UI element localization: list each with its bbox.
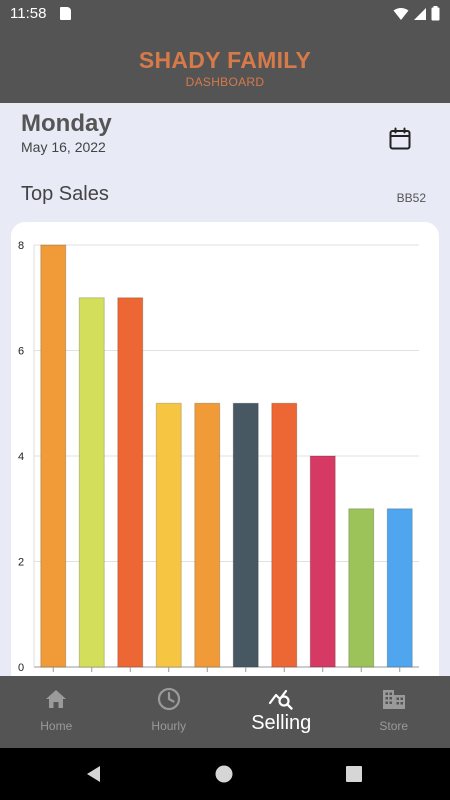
bottom-nav: Home Hourly Selling [0, 676, 450, 748]
section-title: Top Sales [21, 183, 109, 205]
top-sales-chart-card: 0 2 4 6 8 [11, 222, 439, 692]
y-tick-label: 0 [18, 662, 24, 674]
nav-label-selling: Selling [251, 712, 312, 734]
calendar-icon [389, 127, 411, 150]
home-circle-icon[interactable] [214, 764, 234, 784]
app-title: SHADY FAMILY [138, 47, 312, 73]
nav-item-hourly[interactable]: Hourly [113, 676, 226, 748]
bar [348, 508, 375, 668]
bar [271, 402, 298, 668]
system-nav-bar [0, 748, 450, 800]
clock-icon [157, 687, 180, 711]
trend-search-icon [269, 689, 293, 710]
bar [232, 402, 259, 668]
y-tick-label: 2 [18, 557, 24, 569]
signal-icon [414, 7, 426, 20]
bar [78, 297, 105, 668]
building-icon [382, 690, 405, 709]
app-subtitle: DASHBOARD [185, 75, 265, 89]
bar [386, 508, 413, 668]
nav-label-store: Store [379, 719, 409, 733]
bar [155, 402, 182, 668]
top-sales-chart: 0 2 4 6 8 [18, 240, 419, 674]
nav-item-selling[interactable]: Selling [225, 676, 338, 748]
nav-item-store[interactable]: Store [338, 676, 450, 748]
nav-label-hourly: Hourly [151, 719, 187, 733]
date-text: May 16, 2022 [21, 139, 106, 155]
status-icons [393, 6, 440, 21]
nav-label-home: Home [40, 719, 73, 733]
y-tick-label: 6 [18, 346, 24, 358]
bar [117, 297, 144, 668]
app-header: SHADY FAMILY DASHBOARD [0, 28, 450, 103]
nav-item-home[interactable]: Home [0, 676, 113, 748]
home-icon [46, 690, 67, 708]
day-name: Monday [21, 110, 112, 137]
back-icon[interactable] [84, 764, 104, 784]
battery-icon [431, 6, 440, 21]
status-time: 11:58 [10, 5, 47, 22]
y-tick-label: 4 [18, 451, 24, 463]
calendar-button[interactable] [385, 124, 415, 154]
status-bar: 11:58 [0, 0, 450, 28]
bar [40, 244, 67, 668]
bar [194, 402, 221, 668]
sd-card-icon [60, 7, 71, 20]
y-tick-label: 8 [18, 240, 24, 252]
store-code: BB52 [396, 191, 426, 205]
wifi-icon [393, 7, 409, 20]
bar [309, 455, 336, 668]
recents-icon[interactable] [344, 764, 364, 784]
